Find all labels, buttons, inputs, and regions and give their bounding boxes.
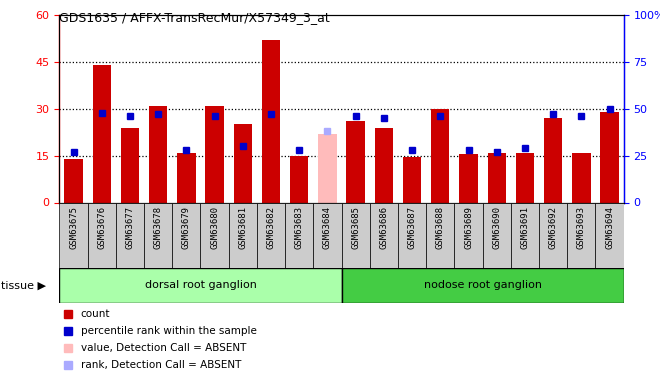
Text: GSM63675: GSM63675 [69,206,78,249]
Bar [488,153,506,203]
Bar [431,109,449,202]
Bar [342,202,370,268]
Bar [370,202,398,268]
Text: value, Detection Call = ABSENT: value, Detection Call = ABSENT [81,343,246,353]
Bar [64,159,82,203]
Text: GSM63682: GSM63682 [267,206,275,249]
Bar [149,106,168,202]
Bar [454,202,482,268]
Bar [257,202,285,268]
Bar [290,156,308,203]
Bar [144,202,172,268]
Bar [318,134,337,202]
Bar [572,153,591,203]
Text: GSM63689: GSM63689 [464,206,473,249]
Bar [403,157,421,203]
Bar [595,202,624,268]
Bar [567,202,595,268]
Bar [88,202,116,268]
Text: GSM63676: GSM63676 [97,206,106,249]
Text: GSM63688: GSM63688 [436,206,445,249]
Text: nodose root ganglion: nodose root ganglion [424,280,542,290]
Bar [375,128,393,202]
Bar [482,202,511,268]
Bar [346,121,365,202]
Text: GSM63687: GSM63687 [408,206,416,249]
Text: GSM63691: GSM63691 [521,206,529,249]
Text: GSM63680: GSM63680 [210,206,219,249]
Bar [601,112,619,202]
Text: GSM63685: GSM63685 [351,206,360,249]
Bar [116,202,144,268]
Bar [544,118,562,202]
Text: count: count [81,309,110,319]
Bar [59,268,342,303]
Text: rank, Detection Call = ABSENT: rank, Detection Call = ABSENT [81,360,241,370]
Text: GSM63677: GSM63677 [125,206,135,249]
Bar [205,106,224,202]
Text: percentile rank within the sample: percentile rank within the sample [81,326,257,336]
Text: GSM63692: GSM63692 [548,206,558,249]
Text: GSM63693: GSM63693 [577,206,586,249]
Bar [59,202,88,268]
Text: GSM63690: GSM63690 [492,206,501,249]
Bar [201,202,228,268]
Bar [511,202,539,268]
Text: GDS1635 / AFFX-TransRecMur/X57349_3_at: GDS1635 / AFFX-TransRecMur/X57349_3_at [59,11,330,24]
Bar [172,202,201,268]
Bar [398,202,426,268]
Bar [314,202,342,268]
Bar [515,153,534,203]
Bar [285,202,314,268]
Bar [92,65,111,203]
Bar [177,153,195,203]
Text: dorsal root ganglion: dorsal root ganglion [145,280,257,290]
Text: GSM63694: GSM63694 [605,206,614,249]
Bar [121,128,139,202]
Bar [262,40,280,203]
Text: GSM63686: GSM63686 [379,206,388,249]
Bar [459,154,478,203]
Bar [539,202,568,268]
Text: GSM63678: GSM63678 [154,206,162,249]
Bar [426,202,454,268]
Text: GSM63679: GSM63679 [182,206,191,249]
Text: GSM63684: GSM63684 [323,206,332,249]
Bar [228,202,257,268]
Text: GSM63683: GSM63683 [295,206,304,249]
Text: GSM63681: GSM63681 [238,206,248,249]
Bar [234,124,252,202]
Bar [342,268,624,303]
Text: tissue ▶: tissue ▶ [1,280,46,290]
